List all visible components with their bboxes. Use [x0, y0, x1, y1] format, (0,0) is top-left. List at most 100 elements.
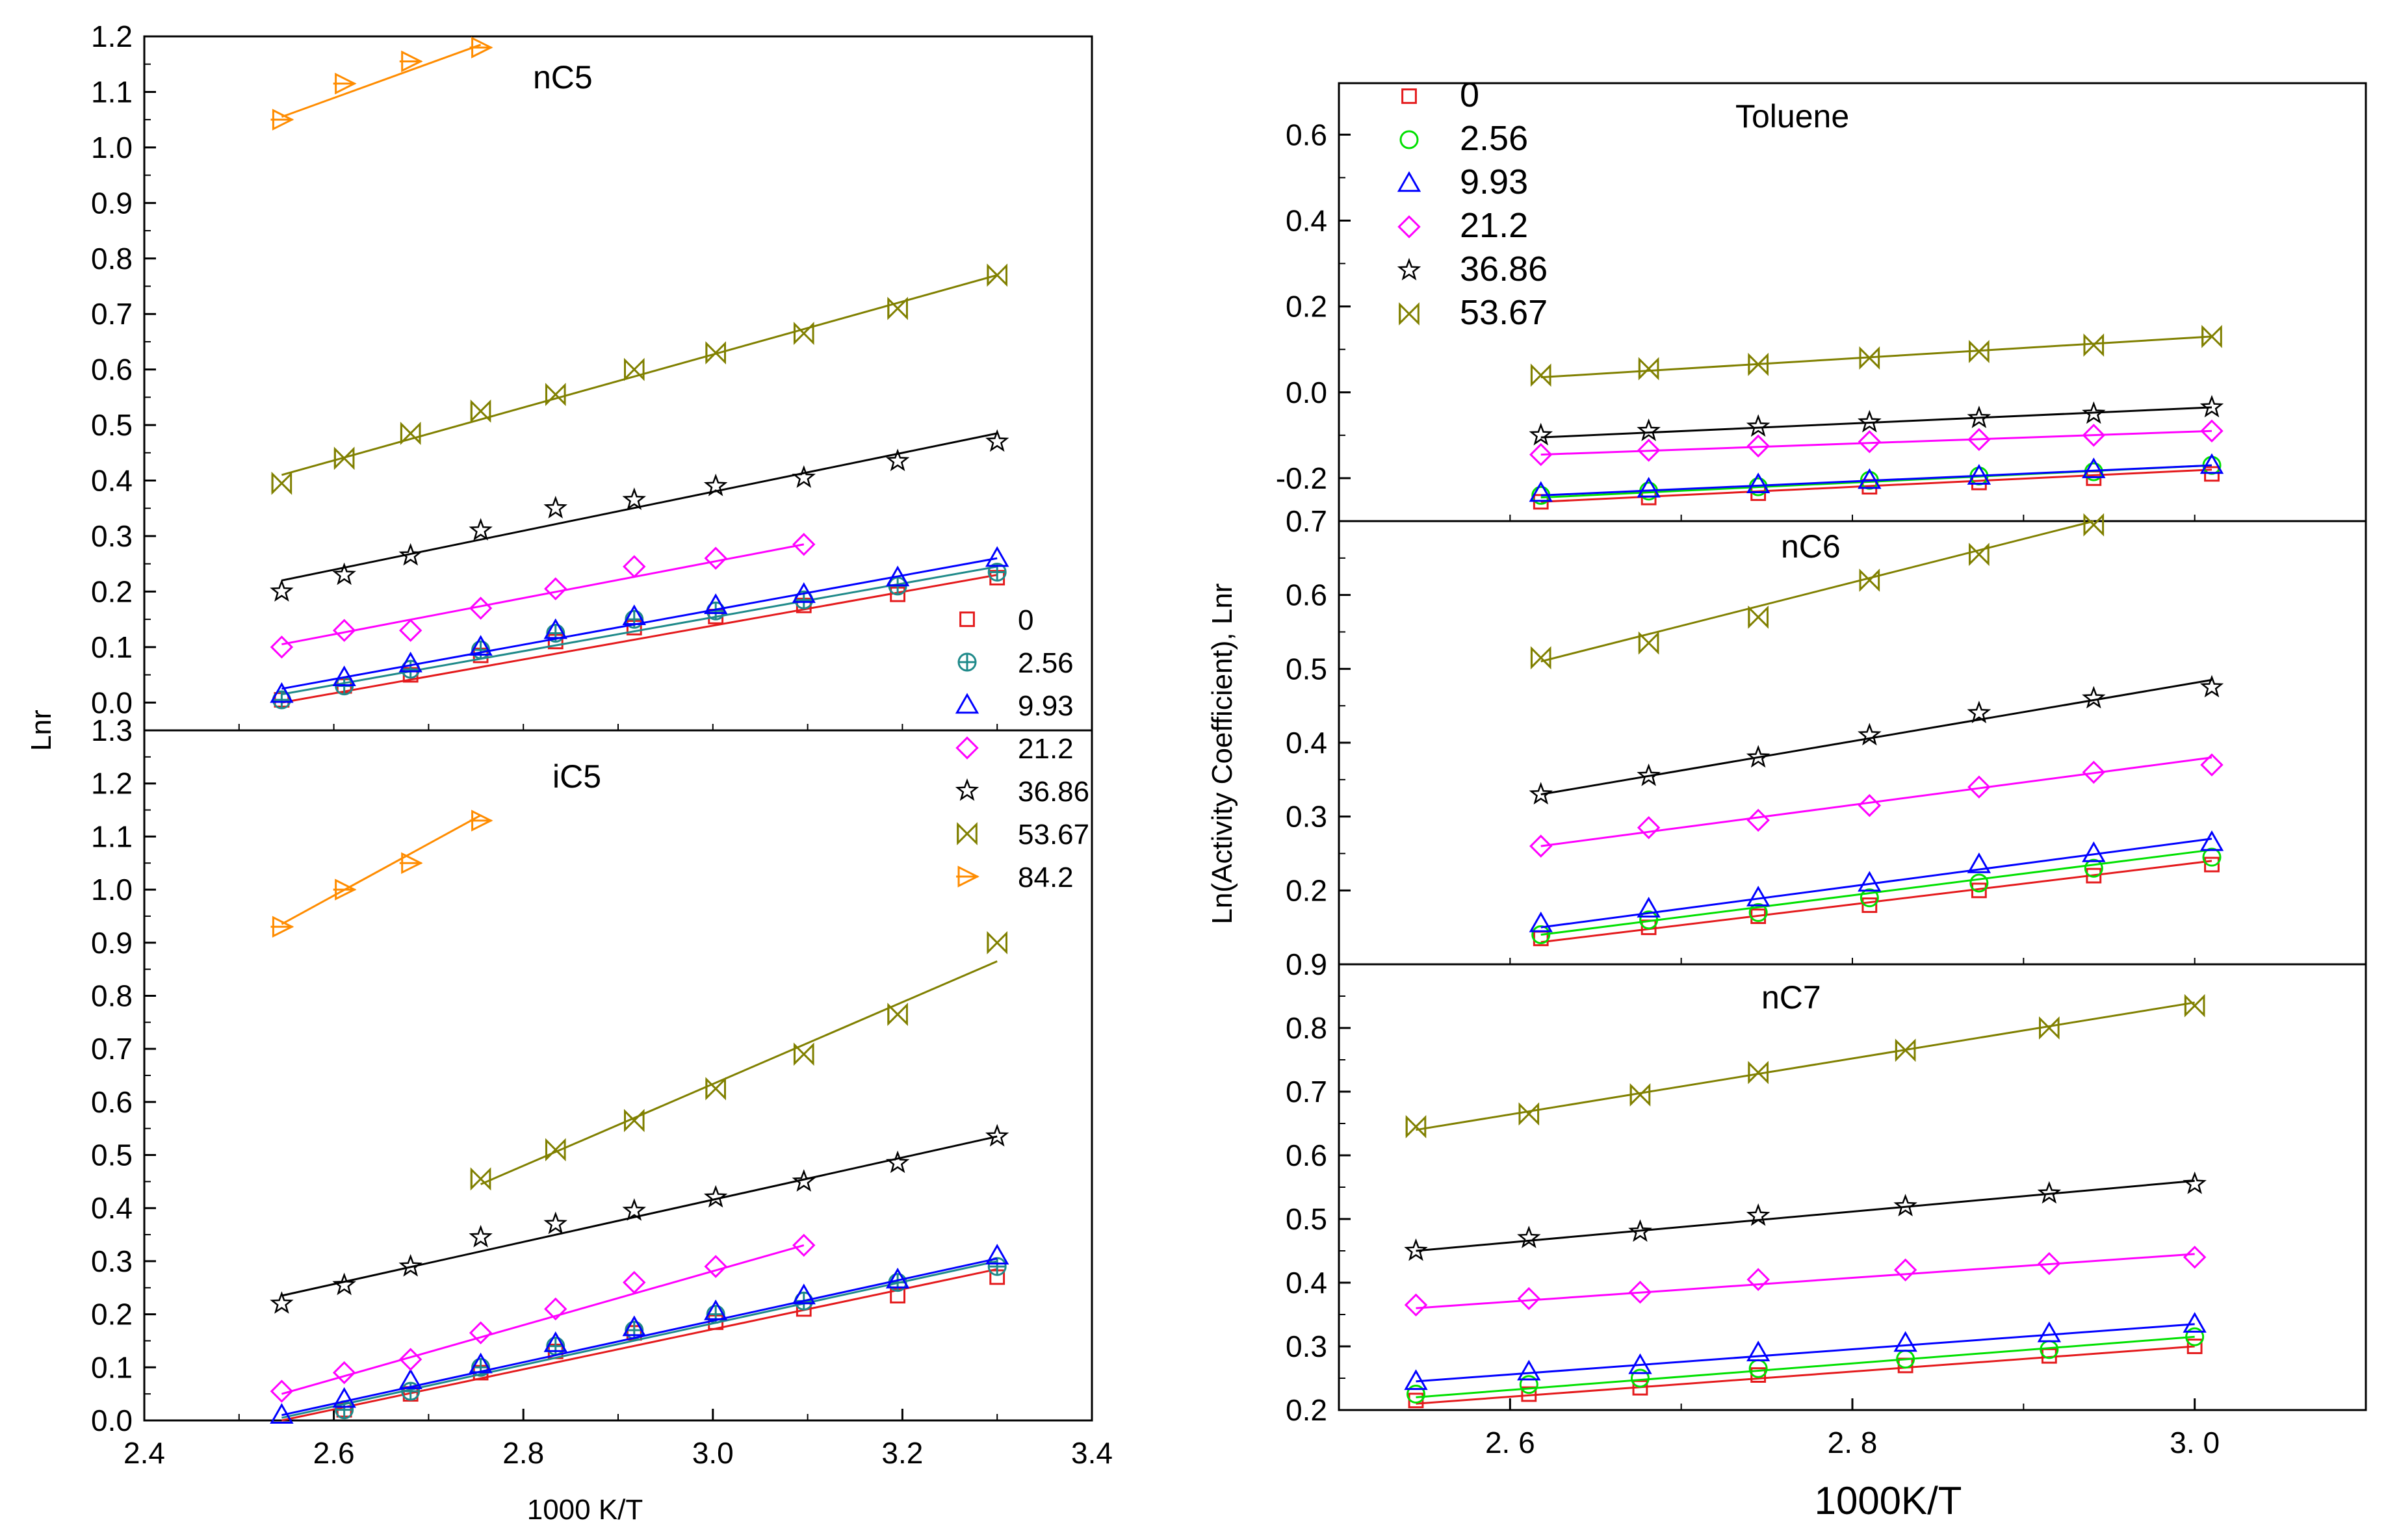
nC6-point-36.86 [1529, 782, 1553, 805]
Toluene-point-53.67 [2201, 324, 2222, 348]
nC6-point-36.86 [1967, 700, 1991, 724]
nC5-ytick-label: 0.8 [91, 242, 133, 276]
right-x-axis-label: 1000K/T [1815, 1479, 1962, 1522]
iC5-ytick-label: 1.2 [91, 767, 133, 801]
legend-right-marker-36.86 [1397, 257, 1421, 281]
iC5-point-84.2 [469, 810, 493, 832]
nC5-fit-line-21.2 [281, 543, 805, 646]
nC5-ytick-label: 0.3 [91, 519, 133, 553]
nC5-point-36.86 [622, 487, 647, 510]
Toluene-ytick-label: 0.4 [1286, 203, 1327, 237]
nC7-point-9.93 [1517, 1359, 1541, 1381]
nC7-point-36.86 [2037, 1181, 2062, 1204]
nC7-point-9.93 [1893, 1331, 1917, 1352]
Toluene-point-36.86 [1967, 405, 1991, 428]
legend-left-entry: 36.86 [955, 776, 1089, 808]
nC5-point-36.86 [985, 429, 1009, 452]
nC6-point-21.2 [1967, 775, 1991, 799]
iC5-title: iC5 [552, 758, 601, 795]
nC6-fit-line-36.86 [1540, 678, 2212, 796]
nC6-point-36.86 [1858, 723, 1882, 746]
iC5-ytick-label: 0.9 [91, 926, 133, 960]
nC6-plot: 0.2 0.3 0.4 0.5 0.6 0.7 [1286, 504, 2224, 964]
Toluene-ytick-label: -0.2 [1276, 461, 1327, 495]
Toluene-point-53.67 [1969, 340, 1990, 363]
iC5-ytick-label: 1.3 [91, 713, 133, 747]
iC5-point-21.2 [469, 1321, 493, 1344]
nC6-point-2.56 [1639, 910, 1659, 930]
legend-left-label: 2.56 [1018, 647, 1074, 679]
nC6-point-21.2 [1637, 815, 1661, 840]
legend-right-entry: 36.86 [1397, 250, 1548, 289]
Toluene-point-53.67 [1748, 352, 1769, 376]
iC5-point-36.86 [985, 1123, 1009, 1147]
nC6-series-9.93 [1529, 830, 2224, 932]
nC5-ytick-label: 0.1 [91, 630, 133, 664]
Toluene-point-9.93 [1858, 468, 1882, 489]
iC5-point-9.93 [703, 1299, 728, 1320]
iC5-point-9.93 [270, 1403, 294, 1424]
nC6-point-36.86 [1746, 745, 1770, 768]
nC7-point-21.2 [1517, 1287, 1541, 1311]
iC5-point-9.93 [469, 1352, 493, 1374]
legend-right-entry: 21.2 [1397, 206, 1528, 245]
iC5-plot: 0.0 0.1 0.2 0.3 0.4 0.5 0.6 0.7 0.8 0.9 1.0 1.1 1.2 1… [91, 713, 1113, 1470]
nC7-point-21.2 [2183, 1246, 2207, 1269]
iC5-ytick-label: 0.0 [91, 1404, 133, 1437]
nC7-point-2.56 [1407, 1385, 1425, 1404]
legend-right-label: 53.67 [1460, 293, 1548, 332]
nC6-ytick-label: 0.6 [1286, 578, 1327, 612]
nC5-point-53.67 [793, 322, 814, 346]
nC7-point-53.67 [2184, 994, 2205, 1018]
iC5-fit-line-0 [281, 1268, 998, 1422]
legend-left: 0 2.56 9.93 21.2 36.86 53.67 84.2 [955, 604, 1089, 893]
legend-left-marker-2.56 [957, 652, 977, 672]
nC5-title: nC5 [533, 59, 593, 96]
nC6-point-0 [1971, 882, 1987, 899]
nC7-plot: 0.2 0.3 0.4 0.5 0.6 0.7 0.8 0.9 2. 6 2. 8 3. 0 [1286, 947, 2220, 1459]
Toluene-point-0 [2204, 466, 2220, 482]
nC6-point-2.56 [2202, 847, 2222, 867]
iC5-point-21.2 [398, 1348, 422, 1371]
Toluene-point-53.67 [1530, 363, 1551, 387]
nC5-ytick-label: 0.9 [91, 186, 133, 220]
nC7-point-21.2 [2038, 1251, 2061, 1276]
nC7-point-2.56 [1630, 1368, 1650, 1388]
Toluene-point-21.2 [1967, 428, 1991, 452]
nC6-ytick-label: 0.7 [1286, 504, 1327, 538]
Toluene-point-53.67 [1638, 357, 1659, 381]
iC5-point-36.86 [270, 1291, 294, 1314]
nC6-frame [1338, 520, 2367, 966]
nC5-point-21.2 [398, 619, 422, 642]
nC6-point-2.56 [1531, 925, 1551, 945]
nC6-series-21.2 [1529, 753, 2224, 858]
iC5-point-21.2 [544, 1297, 567, 1321]
nC6-point-21.2 [1858, 793, 1882, 817]
legend-left-marker-9.93 [955, 693, 979, 714]
nC5-point-21.2 [704, 546, 727, 570]
Toluene-point-21.2 [2200, 419, 2224, 443]
iC5-point-84.2 [399, 852, 423, 874]
nC5-fit-line-0 [281, 574, 998, 704]
nC6-point-9.93 [1858, 871, 1882, 892]
Toluene-plot: -0.2 0.0 0.2 0.4 0.6 [1276, 118, 2224, 521]
nC6-point-9.93 [1529, 911, 1553, 932]
nC5-point-53.67 [271, 471, 292, 495]
iC5-point-36.86 [703, 1185, 728, 1208]
iC5-ytick-label: 0.4 [91, 1191, 133, 1225]
legend-right-entry: 0 [1401, 75, 1479, 114]
iC5-point-2.56 [401, 1381, 421, 1401]
Toluene-point-9.93 [1746, 472, 1770, 494]
iC5-point-84.2 [333, 879, 357, 901]
nC5-fit-line-2.56 [281, 565, 998, 695]
nC5-ytick-label: 1.2 [91, 19, 133, 53]
legend-left-label: 21.2 [1018, 733, 1074, 765]
legend-right-entry: 9.93 [1397, 162, 1528, 201]
nC7-ytick-label: 0.5 [1286, 1202, 1327, 1236]
nC5-point-36.86 [792, 465, 816, 488]
Toluene-series-53.67 [1530, 324, 2222, 387]
iC5-point-9.93 [985, 1244, 1009, 1264]
nC5-point-9.93 [543, 618, 567, 639]
nC6-series-53.67 [1530, 513, 2105, 670]
